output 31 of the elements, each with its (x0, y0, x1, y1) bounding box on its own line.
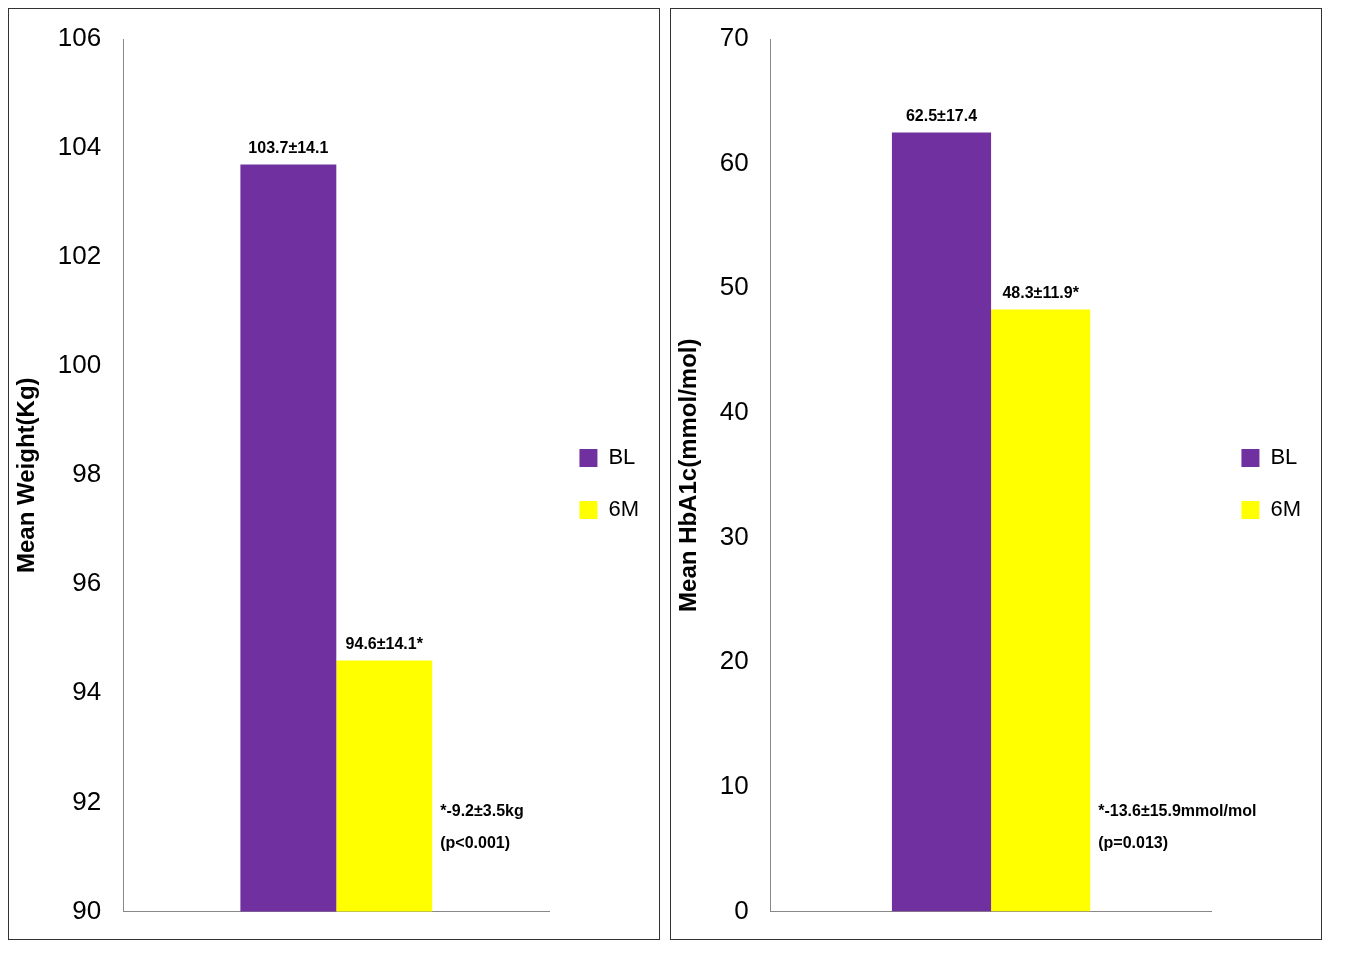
y-tick-label: 30 (719, 520, 749, 551)
y-tick-label: 92 (72, 785, 102, 816)
annotation: *-9.2±3.5kg (440, 801, 524, 819)
legend-label: 6M (608, 496, 639, 522)
y-tick-label: 98 (72, 458, 102, 489)
legend-label: BL (608, 444, 636, 470)
y-tick-label: 40 (719, 396, 749, 427)
y-tick-label: 70 (719, 22, 749, 53)
y-tick-label: 94 (72, 676, 102, 707)
y-tick-label: 50 (719, 271, 749, 302)
data-label: 94.6±14.1* (345, 634, 424, 652)
legend-label: BL (1270, 444, 1298, 470)
y-tick-label: 90 (72, 894, 102, 925)
y-tick-label: 104 (57, 131, 102, 162)
y-axis-title: Mean Weight(Kg) (12, 377, 40, 573)
legend-label: 6M (1270, 496, 1301, 522)
y-tick-label: 106 (57, 22, 102, 53)
data-label: 62.5±17.4 (905, 106, 978, 124)
y-tick-label: 102 (57, 240, 102, 271)
data-label: 48.3±11.9* (1002, 283, 1080, 301)
y-tick-label: 100 (57, 349, 102, 380)
annotation: *-13.6±15.9mmol/mol (1098, 801, 1257, 819)
annotation: (p<0.001) (440, 833, 511, 851)
y-tick-label: 60 (719, 146, 749, 177)
y-tick-label: 20 (719, 645, 749, 676)
y-tick-label: 96 (72, 567, 102, 598)
annotation: (p=0.013) (1098, 833, 1169, 851)
y-axis-title: Mean HbA1c(mmol/mol) (674, 338, 702, 612)
y-tick-label: 10 (719, 769, 749, 800)
data-label: 103.7±14.1 (248, 138, 329, 156)
y-tick-label: 0 (734, 894, 749, 925)
